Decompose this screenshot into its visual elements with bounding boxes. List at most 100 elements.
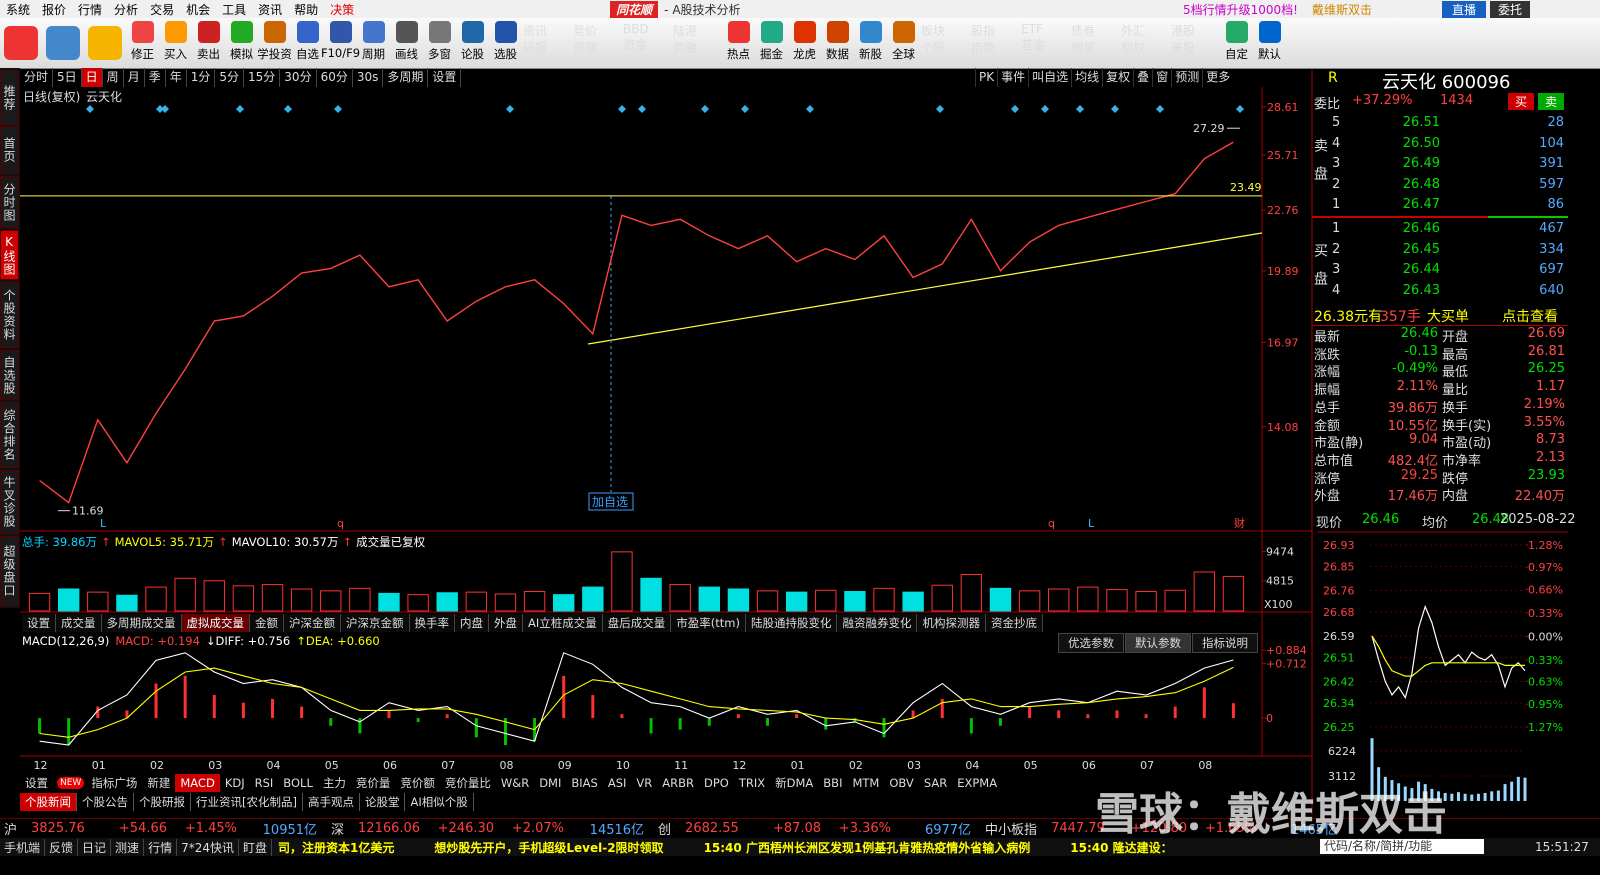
period-tab[interactable]: 30s bbox=[353, 68, 384, 87]
toolbar-small-button[interactable]: 资讯 bbox=[523, 24, 548, 38]
toolbar-small-button[interactable]: 期权 bbox=[1121, 41, 1146, 55]
toolbar-button[interactable]: 自定 bbox=[1220, 21, 1253, 62]
formula-tab[interactable]: 竞价量比 bbox=[444, 776, 491, 790]
toolbar-button[interactable]: 多窗 bbox=[423, 21, 456, 62]
toolbar-button[interactable]: F10/F9 bbox=[321, 21, 360, 60]
chart-tool[interactable]: 更多 bbox=[1202, 68, 1233, 87]
status-button[interactable]: 行情 bbox=[144, 838, 178, 856]
period-tab[interactable]: 5日 bbox=[53, 68, 82, 87]
menu-item[interactable]: 报价 bbox=[42, 2, 67, 17]
formula-tab[interactable]: DPO bbox=[704, 776, 729, 790]
status-button[interactable]: 盯盘 bbox=[239, 838, 272, 856]
side-tab[interactable]: 推荐 bbox=[0, 70, 19, 125]
menu-item[interactable]: 系统 bbox=[6, 2, 31, 17]
formula-tab[interactable]: RSI bbox=[254, 776, 274, 790]
formula-tab[interactable]: MTM bbox=[852, 776, 880, 790]
indicator-tab[interactable]: 多周期成交量 bbox=[101, 614, 182, 632]
macd-button[interactable]: 默认参数 bbox=[1125, 633, 1191, 653]
period-tab[interactable]: 周 bbox=[103, 68, 124, 87]
formula-tab[interactable]: MACD bbox=[175, 774, 220, 792]
side-tab[interactable]: 自选股 bbox=[0, 350, 19, 400]
period-tab[interactable]: 1分 bbox=[187, 68, 216, 87]
menu-item[interactable]: 交易 bbox=[150, 2, 175, 17]
period-tab[interactable]: 15分 bbox=[244, 68, 281, 87]
side-tab[interactable]: 首页 bbox=[0, 126, 19, 174]
period-tab[interactable]: 季 bbox=[145, 68, 166, 87]
formula-tab[interactable]: EXPMA bbox=[957, 776, 998, 790]
formula-tab[interactable]: DMI bbox=[539, 776, 562, 790]
formula-tab[interactable]: ASI bbox=[607, 776, 627, 790]
indicator-tab[interactable]: 虚拟成交量 bbox=[181, 614, 250, 632]
indicator-tab[interactable]: 资金抄底 bbox=[985, 614, 1043, 632]
status-button[interactable]: 手机端 bbox=[0, 838, 46, 856]
status-button[interactable]: 日记 bbox=[78, 838, 112, 856]
toolbar-button[interactable]: 论股 bbox=[456, 21, 489, 62]
indicator-tab[interactable]: 市盈率(ttm) bbox=[671, 614, 746, 632]
formula-tab[interactable]: BOLL bbox=[283, 776, 313, 790]
chart-tool[interactable]: 均线 bbox=[1071, 68, 1102, 87]
formula-tab[interactable]: W&R bbox=[500, 776, 530, 790]
toolbar-button[interactable]: 模拟 bbox=[225, 21, 258, 62]
formula-tab[interactable]: KDJ bbox=[224, 776, 245, 790]
toolbar-button[interactable]: 数据 bbox=[821, 21, 854, 62]
period-tab[interactable]: 5分 bbox=[215, 68, 245, 87]
toolbar-button[interactable]: 掘金 bbox=[755, 21, 788, 62]
news-tab[interactable]: AI相似个股 bbox=[405, 793, 474, 811]
indicator-tab[interactable]: 内盘 bbox=[455, 614, 489, 632]
toolbar-small-button[interactable]: 个股 bbox=[921, 41, 946, 55]
toolbar-small-button[interactable]: ETF bbox=[1021, 22, 1043, 36]
side-tab[interactable]: 牛叉诊股 bbox=[0, 470, 19, 534]
period-tab[interactable]: 月 bbox=[124, 68, 145, 87]
period-tab[interactable]: 分时 bbox=[20, 68, 54, 87]
chart-tool[interactable]: 事件 bbox=[997, 68, 1028, 87]
indicator-tab[interactable]: 沪深金额 bbox=[284, 614, 341, 632]
menu-item[interactable]: 行情 bbox=[78, 2, 103, 17]
menu-item[interactable]: 资讯 bbox=[258, 2, 283, 17]
formula-tab[interactable]: 新DMA bbox=[775, 776, 814, 790]
indicator-tab[interactable]: 换手率 bbox=[409, 614, 455, 632]
toolbar-button[interactable]: 修正 bbox=[126, 21, 159, 62]
notice[interactable]: 5档行情升级1000档! bbox=[1182, 2, 1298, 17]
indicator-tab[interactable]: 机构探测器 bbox=[917, 614, 986, 632]
toolbar-small-button[interactable]: 研报 bbox=[523, 41, 548, 55]
period-tab[interactable]: 60分 bbox=[317, 68, 353, 87]
indicator-tab[interactable]: 外盘 bbox=[489, 614, 523, 632]
user[interactable]: 戴维斯双击 bbox=[1311, 2, 1372, 17]
trade-button[interactable]: 委托 bbox=[1489, 0, 1530, 18]
app-icon[interactable] bbox=[46, 26, 80, 60]
indicator-tab[interactable]: 盘后成交量 bbox=[602, 614, 672, 632]
period-tab[interactable]: 日 bbox=[81, 68, 103, 87]
period-tab[interactable]: 年 bbox=[166, 68, 187, 87]
period-tab[interactable]: 30分 bbox=[280, 68, 317, 87]
period-tab[interactable]: 多周期 bbox=[383, 68, 429, 87]
formula-tab[interactable]: 主力 bbox=[322, 776, 346, 790]
toolbar-button[interactable]: 学投资 bbox=[257, 21, 292, 62]
formula-tab[interactable]: 竞价量 bbox=[355, 776, 391, 790]
indicator-tab[interactable]: 沪深京金额 bbox=[341, 614, 410, 632]
chart-tool[interactable]: PK bbox=[975, 68, 997, 87]
toolbar-small-button[interactable]: BBD bbox=[623, 22, 649, 36]
toolbar-small-button[interactable]: 外汇 bbox=[1121, 24, 1146, 38]
news-tab[interactable]: 行业资讯[农化制品] bbox=[191, 793, 303, 811]
formula-tab[interactable]: 设置 bbox=[25, 776, 48, 790]
formula-tab[interactable]: BIAS bbox=[571, 776, 598, 790]
toolbar-button[interactable]: 默认 bbox=[1253, 21, 1286, 62]
search-box[interactable]: 代码/名称/简拼/功能 bbox=[1320, 839, 1484, 854]
chart-tool[interactable]: 窗 bbox=[1152, 68, 1171, 87]
formula-tab[interactable]: VR bbox=[636, 776, 653, 790]
toolbar-small-button[interactable]: 期货 bbox=[1071, 41, 1096, 55]
menu-item[interactable]: 机会 bbox=[186, 2, 211, 17]
buy-button[interactable]: 买 bbox=[1508, 93, 1534, 110]
toolbar-small-button[interactable]: 基金 bbox=[1021, 38, 1046, 52]
toolbar-small-button[interactable]: 指数 bbox=[971, 41, 996, 55]
chart-tool[interactable]: 预测 bbox=[1171, 68, 1202, 87]
toolbar-button[interactable]: 画线 bbox=[390, 21, 423, 62]
toolbar-small-button[interactable]: 资金 bbox=[623, 38, 648, 52]
toolbar-small-button[interactable]: 两融 bbox=[673, 41, 698, 55]
side-tab[interactable]: 超级盘口 bbox=[0, 536, 19, 606]
toolbar-small-button[interactable]: 港股 bbox=[1171, 24, 1196, 38]
formula-tab[interactable]: OBV bbox=[889, 776, 914, 790]
side-tab[interactable]: 分时图 bbox=[0, 176, 19, 228]
macd-button[interactable]: 优选参数 bbox=[1058, 633, 1124, 653]
toolbar-small-button[interactable]: 债券 bbox=[1071, 24, 1096, 38]
